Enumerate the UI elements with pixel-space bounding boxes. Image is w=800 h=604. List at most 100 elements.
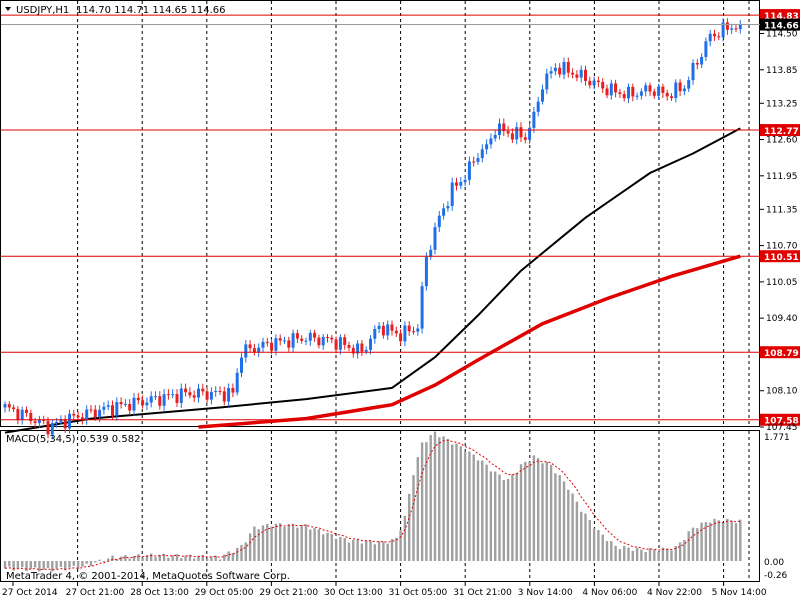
macd-values: 0.539 0.582	[80, 434, 140, 445]
candle-body	[20, 409, 24, 420]
candle-body	[738, 24, 742, 30]
x-tick-label: 5 Nov 14:00	[712, 588, 767, 598]
price-level-label: 112.77	[764, 127, 799, 137]
candle-body	[12, 407, 16, 410]
macd-bar	[68, 561, 71, 568]
macd-bar	[399, 530, 402, 561]
macd-bar	[162, 553, 166, 561]
macd-bar	[72, 561, 75, 566]
macd-bar	[81, 561, 84, 567]
macd-bar	[709, 522, 712, 561]
macd-bar	[476, 460, 480, 561]
candle-body	[420, 286, 424, 329]
candle-body	[265, 341, 269, 343]
candle-body	[123, 404, 127, 406]
macd-bar	[614, 545, 617, 561]
candle-body	[657, 86, 661, 96]
macd-bar	[674, 546, 677, 561]
candle-body	[37, 419, 41, 424]
candle-body	[261, 341, 265, 348]
macd-bar	[623, 545, 626, 561]
candle-body	[287, 340, 291, 348]
y-tick-label: 107.45	[766, 423, 798, 433]
candle-body	[489, 138, 493, 145]
x-tick-label: 3 Nov 14:00	[518, 588, 573, 598]
candle-body	[687, 80, 691, 89]
candle-body	[188, 392, 192, 396]
macd-bar	[459, 446, 462, 561]
macd-bar	[3, 561, 7, 569]
candle-body	[214, 390, 218, 393]
candle-body	[321, 336, 325, 346]
candle-body	[343, 337, 347, 345]
macd-bar	[33, 561, 37, 568]
candle-body	[136, 397, 140, 401]
candle-body	[635, 95, 639, 97]
macd-bar	[696, 528, 699, 561]
candle-body	[85, 409, 89, 420]
macd-panel-frame	[0, 430, 760, 582]
candle-body	[695, 62, 699, 65]
macd-bar	[721, 522, 725, 561]
candle-body	[622, 93, 626, 99]
macd-bar	[549, 464, 553, 561]
candle-body	[532, 111, 536, 128]
candle-body	[317, 337, 321, 346]
x-tick-label: 29 Oct 21:00	[259, 588, 318, 598]
macd-bar	[167, 557, 170, 561]
candle-body	[506, 131, 510, 134]
dropdown-triangle-icon[interactable]	[5, 7, 11, 11]
candle-body	[661, 86, 665, 93]
candle-body	[192, 395, 196, 398]
current-price-label: 114.66	[764, 22, 799, 32]
candle-body	[424, 256, 428, 287]
candle-body	[235, 372, 239, 393]
macd-bar	[592, 528, 596, 561]
macd-bar	[279, 523, 282, 561]
candle-body	[338, 337, 342, 350]
candle-body	[493, 135, 497, 139]
candle-body	[446, 206, 450, 209]
candle-body	[386, 324, 390, 336]
ohlc-text: 114.70 114.71 114.65 114.66	[76, 5, 226, 16]
candle-body	[244, 344, 248, 358]
candle-body	[725, 22, 729, 30]
candle-body	[416, 328, 420, 332]
y-tick-label: 110.70	[766, 242, 798, 252]
macd-bar	[283, 527, 286, 561]
macd-bar	[463, 452, 467, 561]
macd-bar	[128, 558, 131, 561]
candle-body	[218, 390, 222, 392]
candle-body	[403, 325, 407, 342]
candle-body	[519, 127, 523, 138]
x-tick-label: 30 Oct 13:00	[324, 588, 383, 598]
macd-bar	[274, 523, 278, 561]
macd-bar	[420, 442, 424, 561]
x-tick-label: 4 Nov 06:00	[582, 588, 637, 598]
candle-body	[295, 333, 299, 339]
candle-body	[93, 409, 97, 418]
macd-bar	[498, 474, 501, 561]
macd-bar	[201, 555, 204, 561]
candle-body	[713, 33, 716, 37]
macd-bar	[455, 443, 458, 561]
candle-body	[377, 325, 381, 329]
x-tick-label: 28 Oct 13:00	[130, 588, 189, 598]
main-panel-frame	[0, 0, 760, 427]
candle-body	[270, 342, 274, 351]
macd-bar	[700, 522, 703, 561]
macd-bar	[261, 525, 265, 561]
candle-body	[463, 179, 467, 183]
macd-bar	[528, 461, 531, 561]
candle-body	[399, 333, 403, 342]
macd-bar	[111, 555, 114, 561]
macd-bar	[519, 464, 523, 561]
price-level-tag	[760, 250, 800, 263]
macd-bar	[627, 547, 630, 561]
candle-body	[369, 338, 372, 350]
candle-body	[596, 80, 600, 82]
macd-bar	[154, 557, 157, 561]
macd-bar	[107, 558, 110, 561]
macd-bar	[193, 558, 196, 561]
macd-bar	[326, 532, 329, 561]
